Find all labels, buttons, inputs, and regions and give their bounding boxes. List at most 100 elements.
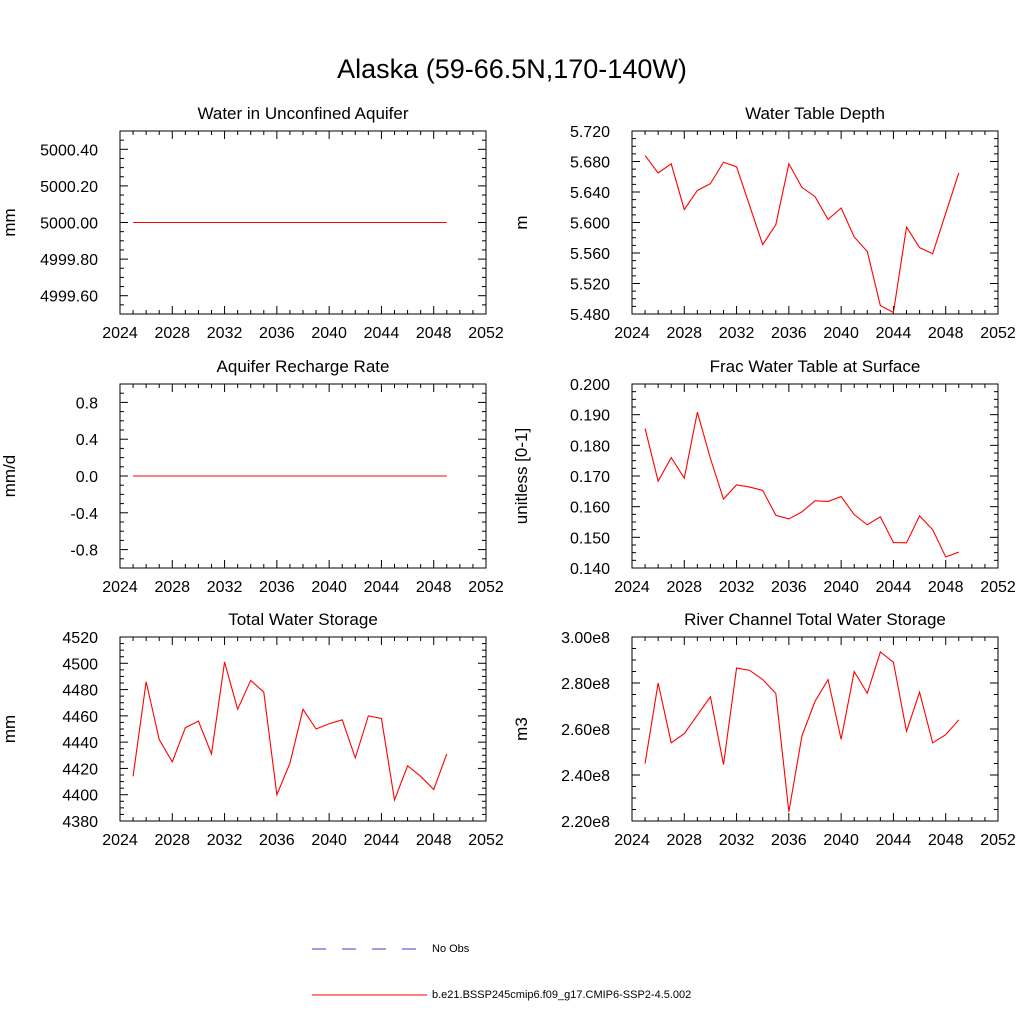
y-tick-label: 2.20e8 [561,814,610,831]
x-tick-label: 2028 [154,579,190,596]
y-tick-label: 4999.60 [40,289,98,306]
panel-title: Total Water Storage [228,610,378,629]
panel-5: Total Water Storage mm 2024 2028 2032 2036 204… [0,610,504,849]
y-tick-label: 4480 [62,683,98,700]
x-tick-label: 2024 [614,832,650,849]
y-axis-label: mm [0,208,19,236]
series-line [644,412,959,558]
y-tick-label: 4999.80 [40,252,98,269]
x-tick-label: 2028 [666,579,702,596]
y-tick-label: 5.520 [570,277,610,294]
y-tick-label: 4400 [62,788,98,805]
x-tick-label: 2040 [823,832,859,849]
series-line [644,651,960,812]
y-tick-label: 0.8 [76,395,98,412]
x-tick-label: 2036 [259,579,295,596]
x-tick-label: 2036 [771,832,807,849]
x-tick-label: 2028 [666,325,702,342]
y-axis-label: mm [0,715,19,743]
y-tick-label: 0.4 [76,432,98,449]
y-tick-label: 4460 [62,709,98,726]
x-tick-label: 2024 [102,325,138,342]
x-tick-label: 2044 [364,832,400,849]
x-tick-label: 2032 [207,832,243,849]
y-tick-label: -0.4 [70,506,98,523]
legend-label-obs: No Obs [432,943,470,955]
y-tick-label: 0.140 [570,561,610,578]
x-tick-label: 2040 [311,325,347,342]
x-tick-label: 2036 [259,325,295,342]
plot-frame [119,636,487,822]
panel-title: Water Table Depth [745,104,885,123]
y-axis-label: mm/d [0,455,19,498]
x-tick-label: 2044 [364,579,400,596]
y-tick-label: 0.200 [570,377,610,394]
y-axis-label: m3 [512,717,531,741]
panel-title: Frac Water Table at Surface [710,357,921,376]
y-tick-label: 0.170 [570,469,610,486]
y-tick-label: 5000.40 [40,142,98,159]
x-tick-label: 2040 [311,832,347,849]
x-tick-label: 2052 [468,579,504,596]
x-tick-label: 2044 [364,325,400,342]
x-tick-label: 2052 [468,832,504,849]
x-tick-label: 2048 [416,325,452,342]
y-tick-label: 4440 [62,735,98,752]
y-tick-label: 4520 [62,630,98,647]
panel-3: Aquifer Recharge Rate mm/d 2024 2028 2032 203… [0,357,504,596]
x-tick-label: 2024 [614,325,650,342]
y-tick-label: 0.0 [76,469,98,486]
panel-1: Water in Unconfined Aquifer mm 2024 2028 203… [0,104,504,342]
x-tick-label: 2024 [102,832,138,849]
figure-title: Alaska (59-66.5N,170-140W) [337,54,687,84]
y-tick-label: 5.640 [570,185,610,202]
y-tick-label: 5000.20 [40,179,98,196]
panel-4: Frac Water Table at Surface unitless [0-1… [512,357,1016,596]
x-tick-label: 2024 [614,579,650,596]
x-tick-label: 2032 [207,325,243,342]
x-tick-label: 2048 [928,579,964,596]
x-tick-label: 2048 [416,832,452,849]
x-tick-label: 2032 [719,579,755,596]
x-tick-label: 2028 [154,325,190,342]
x-tick-label: 2036 [771,579,807,596]
plot-frame [631,383,999,569]
y-tick-label: 5000.00 [40,216,98,233]
y-tick-label: 0.190 [570,408,610,425]
x-tick-label: 2036 [259,832,295,849]
y-tick-label: 4380 [62,814,98,831]
y-tick-label: 5.600 [570,216,610,233]
x-tick-label: 2040 [823,579,859,596]
y-tick-label: 0.180 [570,438,610,455]
legend-label-model: b.e21.BSSP245cmip6.f09_g17.CMIP6-SSP2-4.… [432,989,692,1001]
y-tick-label: 2.60e8 [561,722,610,739]
y-tick-label: 0.150 [570,530,610,547]
panel-title: Water in Unconfined Aquifer [197,104,408,123]
x-tick-label: 2044 [876,579,912,596]
y-tick-label: 2.40e8 [561,768,610,785]
y-tick-label: 3.00e8 [561,630,610,647]
x-tick-label: 2044 [876,832,912,849]
x-tick-label: 2048 [928,832,964,849]
x-tick-label: 2040 [823,325,859,342]
x-tick-label: 2052 [980,579,1016,596]
series-line [132,661,448,803]
series-line [644,155,960,314]
y-axis-label: m [512,215,531,229]
y-tick-label: 5.680 [570,155,610,172]
x-tick-label: 2052 [980,325,1016,342]
y-tick-label: -0.8 [70,543,98,560]
y-tick-label: 4420 [62,761,98,778]
panel-title: Aquifer Recharge Rate [217,357,390,376]
y-tick-label: 0.160 [570,500,610,517]
y-tick-label: 5.560 [570,246,610,263]
x-tick-label: 2040 [311,579,347,596]
x-tick-label: 2032 [719,832,755,849]
x-tick-label: 2036 [771,325,807,342]
y-tick-label: 4500 [62,656,98,673]
panel-2: Water Table Depth m 2024 2028 2032 2036 2040 20… [512,104,1016,342]
x-tick-label: 2028 [154,832,190,849]
x-tick-label: 2052 [468,325,504,342]
